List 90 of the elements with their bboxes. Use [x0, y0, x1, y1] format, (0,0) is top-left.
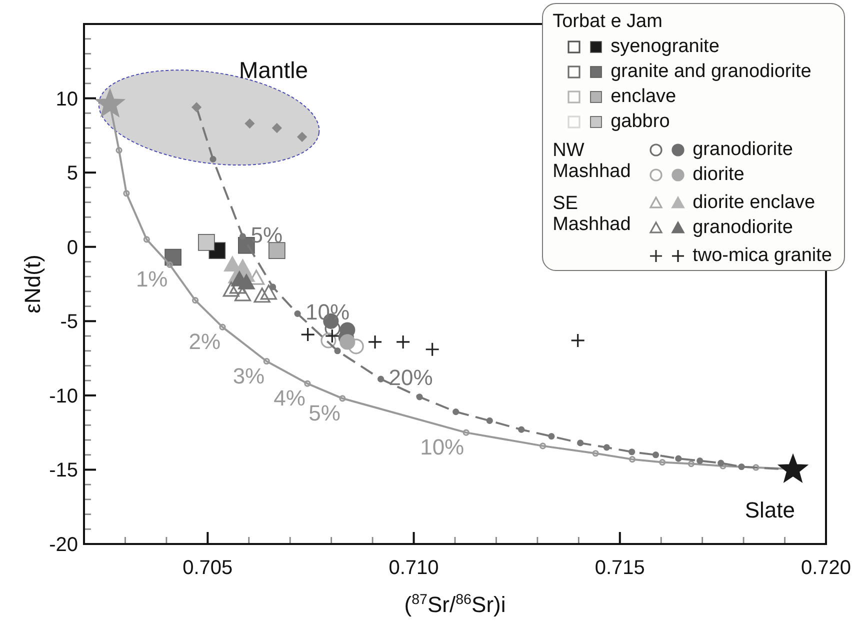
point [425, 342, 440, 357]
annotation: 1% [136, 266, 168, 292]
annotation: Mantle [239, 57, 308, 84]
point [652, 452, 660, 458]
point [659, 458, 666, 466]
point [628, 448, 636, 456]
point [696, 458, 704, 464]
point [297, 132, 307, 142]
annotation: 5% [250, 222, 282, 248]
point [378, 376, 384, 382]
y-tick-label: -20 [49, 534, 78, 556]
point [123, 190, 130, 197]
point [270, 284, 276, 290]
y-tick-label: -5 [60, 311, 78, 334]
x-tick-label: 0.705 [182, 557, 233, 579]
annotation: 20% [388, 365, 433, 390]
point [577, 440, 584, 446]
legend-label: syenogranite [610, 36, 720, 57]
point [324, 328, 340, 344]
y-tick-label: -10 [49, 385, 78, 408]
legend-label: diorite [692, 164, 744, 185]
point [304, 380, 311, 387]
y-tick-label: 5 [66, 162, 78, 185]
point [518, 426, 525, 433]
legend-label: gabbro [610, 111, 670, 132]
point [219, 324, 226, 330]
point [628, 456, 636, 463]
point [192, 297, 199, 304]
point [486, 417, 493, 424]
point [592, 450, 599, 457]
annotation: Slate [744, 498, 796, 523]
y-tick-label: 0 [66, 236, 78, 259]
point [263, 358, 270, 365]
point [166, 261, 174, 268]
point [416, 394, 423, 400]
legend-label: two-mica granite [692, 245, 832, 266]
point [675, 455, 682, 462]
x-axis-title: ($^{87}$Sr/$^{86}$Sr)i [404, 592, 506, 617]
legend-label: granodiorite [692, 139, 793, 160]
point [294, 310, 301, 318]
point [688, 460, 695, 468]
point [239, 233, 246, 240]
point [244, 118, 255, 128]
y-tick-label: 10 [56, 88, 78, 110]
legend-label: granodiorite [692, 217, 793, 238]
point [348, 338, 364, 354]
annotation: 4% [274, 386, 306, 411]
point [368, 334, 382, 350]
annotation: 5% [308, 400, 340, 426]
point [540, 442, 546, 450]
annotation: NW Mashhad [552, 140, 632, 183]
point [718, 460, 724, 466]
annotation: Torbat e Jam [552, 10, 664, 34]
point [268, 242, 286, 259]
point [738, 463, 745, 470]
point [778, 454, 808, 482]
legend-label: granite and granodiorite [610, 61, 812, 82]
point [548, 432, 555, 440]
x-tick-label: 0.710 [388, 557, 439, 579]
point [222, 282, 240, 297]
annotation: 10% [306, 300, 350, 325]
legend-label: diorite enclave [692, 192, 816, 213]
point [198, 234, 215, 251]
point [116, 146, 122, 154]
point [752, 464, 760, 471]
annotation: 10% [420, 434, 464, 460]
point [210, 156, 216, 162]
point [300, 327, 316, 342]
point [334, 348, 341, 354]
annotation: 3% [232, 363, 265, 388]
point [339, 395, 346, 402]
annotation: 2% [188, 329, 221, 354]
point [143, 236, 150, 243]
point [272, 123, 282, 133]
y-tick-label: -15 [49, 460, 78, 482]
x-tick-label: 0.720 [800, 557, 852, 579]
point [320, 332, 336, 348]
point [95, 88, 125, 117]
point [260, 284, 277, 300]
y-axis-title: εNd(t) [20, 254, 45, 314]
point [462, 429, 470, 436]
legend-label: enclave [610, 86, 676, 107]
point [452, 408, 460, 416]
point [254, 288, 270, 303]
annotation: SE Mashhad [552, 193, 632, 236]
point [340, 334, 356, 350]
point [570, 333, 586, 348]
point [396, 334, 410, 350]
x-tick-label: 0.715 [594, 557, 645, 579]
point [603, 444, 610, 451]
